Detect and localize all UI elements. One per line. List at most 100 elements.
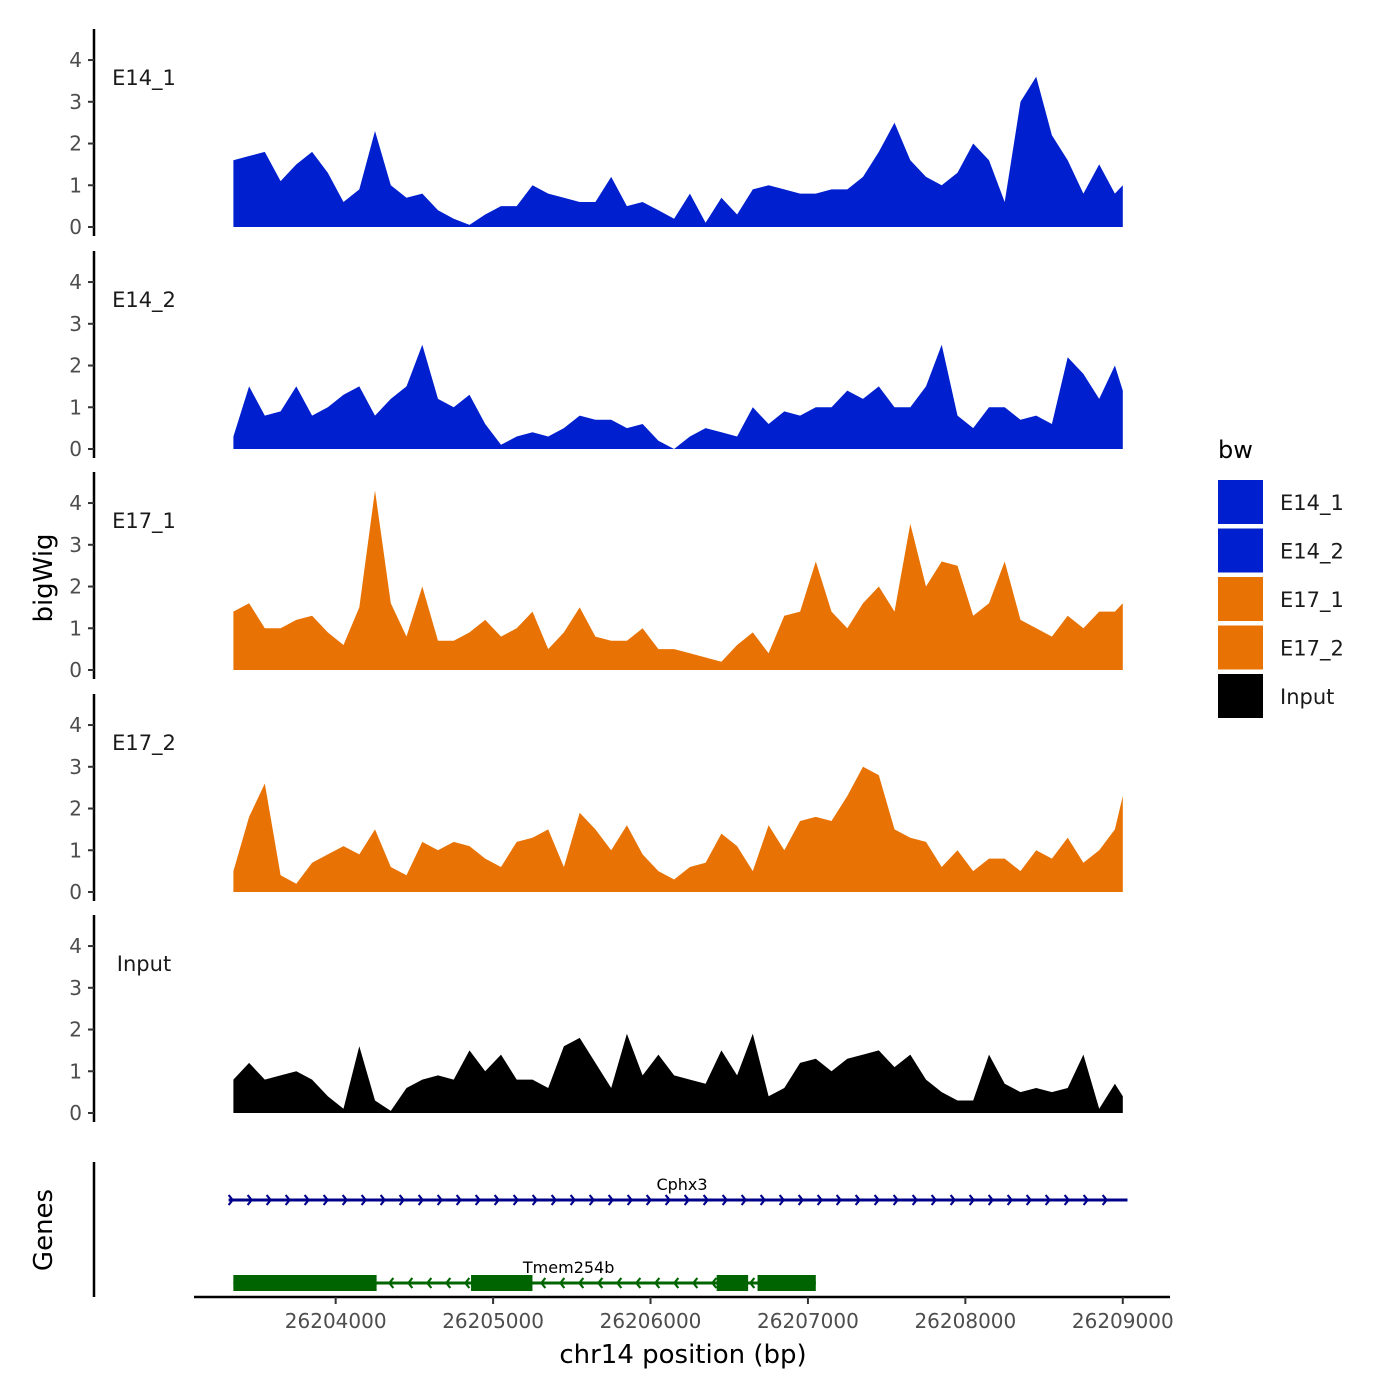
y-tick-label: 0	[69, 1101, 82, 1125]
track-E17_1: 0 1 2 3 4 E17_1	[69, 472, 1123, 682]
exon	[233, 1275, 377, 1291]
gene-label: Tmem254b	[522, 1258, 614, 1277]
track-E14_2: 0 1 2 3 4 E14_2	[69, 251, 1123, 461]
gene-Cphx3: Cphx3	[227, 1175, 1128, 1206]
y-tick-label: 4	[69, 713, 82, 737]
legend-item-E14_2: E14_2	[1218, 528, 1344, 573]
legend-label: Input	[1280, 685, 1334, 709]
strand-chevron	[425, 1277, 433, 1289]
strand-chevron	[558, 1277, 566, 1289]
genes-axis-title: Genes	[29, 1189, 59, 1271]
strand-chevron	[911, 1194, 919, 1206]
strand-chevron	[1044, 1194, 1052, 1206]
area-E17_2	[233, 766, 1123, 892]
strand-chevron	[672, 1277, 680, 1289]
y-tick-label: 3	[69, 976, 82, 1000]
strand-chevron	[740, 1194, 748, 1206]
y-tick-label: 4	[69, 48, 82, 72]
exon	[716, 1275, 749, 1291]
y-tick-label: 0	[69, 880, 82, 904]
strand-chevron	[569, 1194, 577, 1206]
legend-item-E17_2: E17_2	[1218, 625, 1344, 670]
strand-chevron	[303, 1194, 311, 1206]
strand-chevron	[246, 1194, 254, 1206]
coverage-tracks: 0 1 2 3 4 E14_1 0 1 2 3 4 E14_2 0 1 2 3 4 E17_1 0 1 2 3 4 E17_2…	[69, 29, 1123, 1125]
track-E17_2: 0 1 2 3 4 E17_2	[69, 694, 1123, 904]
strand-chevron	[531, 1194, 539, 1206]
strand-chevron	[455, 1194, 463, 1206]
strand-chevron	[691, 1277, 699, 1289]
strand-chevron	[854, 1194, 862, 1206]
strand-chevron	[550, 1194, 558, 1206]
y-tick-label: 1	[69, 395, 82, 419]
y-axis-title: bigWig	[29, 533, 59, 622]
x-tick-label: 26209000	[1072, 1309, 1174, 1333]
strand-chevron	[588, 1194, 596, 1206]
track-E14_1: 0 1 2 3 4 E14_1	[69, 29, 1123, 239]
strand-chevron	[379, 1194, 387, 1206]
strand-chevron	[322, 1194, 330, 1206]
y-tick-label: 3	[69, 90, 82, 114]
strand-chevron	[892, 1194, 900, 1206]
legend-swatch	[1218, 577, 1263, 621]
legend-title: bw	[1218, 436, 1253, 464]
legend-label: E14_2	[1280, 540, 1344, 565]
strand-chevron	[341, 1194, 349, 1206]
y-tick-label: 0	[69, 437, 82, 461]
y-tick-label: 1	[69, 173, 82, 197]
legend-label: E14_1	[1280, 491, 1344, 516]
x-axis: 26204000 26205000 26206000 26207000 26208000…	[194, 1295, 1174, 1333]
strand-chevron	[987, 1194, 995, 1206]
legend-swatch	[1218, 528, 1263, 573]
y-tick-label: 0	[69, 215, 82, 239]
track-Input: 0 1 2 3 4 Input	[69, 915, 1123, 1125]
strand-chevron	[683, 1194, 691, 1206]
strand-chevron	[360, 1194, 368, 1206]
legend-swatch	[1218, 674, 1263, 718]
track-label: E14_2	[112, 288, 176, 313]
strand-chevron	[493, 1194, 501, 1206]
strand-chevron	[645, 1194, 653, 1206]
strand-chevron	[1101, 1194, 1109, 1206]
genes-track: Cphx3 Tmem254b	[92, 1162, 1128, 1297]
strand-chevron	[721, 1194, 729, 1206]
strand-chevron	[710, 1277, 718, 1289]
y-tick-label: 2	[69, 797, 82, 821]
legend-swatch	[1218, 480, 1263, 524]
strand-chevron	[1025, 1194, 1033, 1206]
strand-chevron	[596, 1277, 604, 1289]
strand-chevron	[634, 1277, 642, 1289]
strand-chevron	[284, 1194, 292, 1206]
strand-chevron	[930, 1194, 938, 1206]
track-label: E17_2	[112, 731, 176, 756]
y-tick-label: 4	[69, 270, 82, 294]
legend-item-Input: Input	[1218, 674, 1334, 718]
area-Input	[233, 1033, 1123, 1113]
y-tick-label: 1	[69, 1059, 82, 1083]
x-tick-label: 26206000	[600, 1309, 702, 1333]
x-tick-label: 26204000	[285, 1309, 387, 1333]
track-label: Input	[117, 952, 171, 976]
legend: bw E14_1 E14_2 E17_1 E17_2 Input	[1218, 436, 1344, 718]
exon	[471, 1275, 533, 1291]
strand-chevron	[702, 1194, 710, 1206]
strand-chevron	[607, 1194, 615, 1206]
strand-chevron	[615, 1277, 623, 1289]
x-tick-label: 26205000	[442, 1309, 544, 1333]
strand-chevron	[816, 1194, 824, 1206]
strand-chevron	[265, 1194, 273, 1206]
y-tick-label: 3	[69, 755, 82, 779]
y-tick-label: 2	[69, 1018, 82, 1042]
strand-chevron	[474, 1194, 482, 1206]
y-tick-label: 1	[69, 838, 82, 862]
x-tick-label: 26208000	[914, 1309, 1016, 1333]
area-E14_1	[233, 76, 1123, 227]
legend-item-E17_1: E17_1	[1218, 577, 1344, 621]
strand-chevron	[797, 1194, 805, 1206]
y-tick-label: 2	[69, 575, 82, 599]
strand-chevron	[577, 1277, 585, 1289]
strand-chevron	[949, 1194, 957, 1206]
y-tick-label: 3	[69, 533, 82, 557]
strand-chevron	[406, 1277, 414, 1289]
